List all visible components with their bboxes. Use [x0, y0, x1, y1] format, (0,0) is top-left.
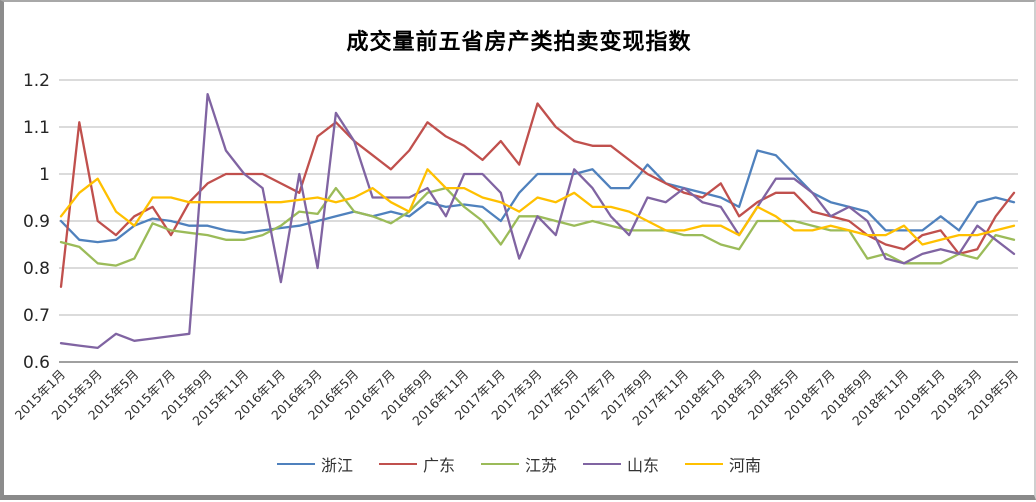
- legend-swatch-guangdong: [378, 463, 417, 465]
- legend-label-zhejiang: 浙江: [320, 456, 353, 475]
- legend-label-guangdong: 广东: [422, 456, 455, 475]
- y-tick-label: 0.6: [23, 353, 50, 373]
- chart-legend: 浙江 广东 江苏 山东 河南: [4, 452, 1034, 476]
- y-axis-labels: 0.6 0.7 0.8 0.9 1 1.1 1.2: [23, 71, 50, 373]
- x-axis-labels: 2015年1月2015年3月2015年5月2015年7月2015年9月2015年…: [12, 367, 1021, 429]
- gridlines: [59, 79, 1018, 363]
- series-line-guangdong: [59, 102, 1016, 288]
- legend-item-zhejiang: 浙江: [276, 452, 353, 476]
- legend-item-shandong: 山东: [583, 452, 659, 476]
- legend-label-henan: 河南: [729, 456, 762, 475]
- legend-swatch-zhejiang: [276, 463, 315, 465]
- y-tick-label: 1.1: [23, 118, 50, 138]
- legend-label-jiangsu: 江苏: [524, 456, 557, 475]
- y-tick-label: 1: [39, 165, 50, 185]
- series-line-shandong: [59, 92, 1016, 350]
- legend-item-jiangsu: 江苏: [480, 452, 557, 476]
- y-tick-label: 0.9: [23, 212, 50, 232]
- series-line-zhejiang: [59, 149, 1016, 244]
- y-tick-label: 0.8: [23, 259, 50, 279]
- legend-label-shandong: 山东: [627, 456, 660, 475]
- line-chart-canvas: 0.6 0.7 0.8 0.9 1 1.1 1.2 2015年1月2015年3月2015年5月…: [12, 71, 1021, 429]
- legend-swatch-jiangsu: [480, 463, 519, 465]
- legend-item-henan: 河南: [685, 452, 761, 476]
- series-line-henan: [59, 168, 1016, 246]
- legend-swatch-shandong: [583, 463, 621, 465]
- y-tick-label: 1.2: [23, 71, 50, 91]
- y-tick-label: 0.7: [23, 306, 50, 326]
- legend-item-guangdong: 广东: [378, 452, 455, 476]
- legend-swatch-henan: [685, 463, 724, 465]
- chart-title: 成交量前五省房产类拍卖变现指数: [346, 29, 692, 55]
